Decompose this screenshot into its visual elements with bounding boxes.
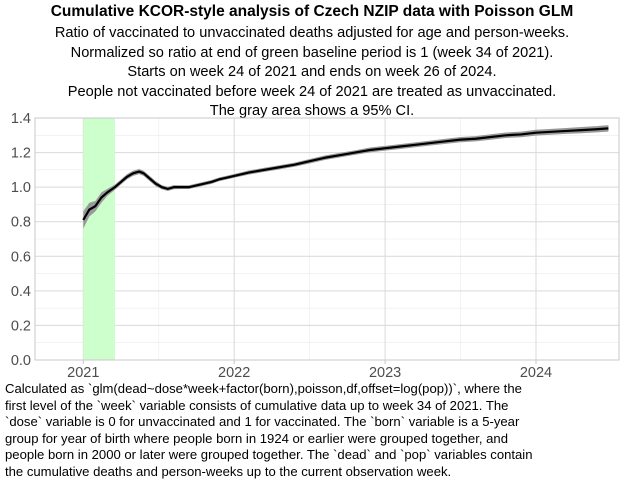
series-line — [82, 127, 609, 221]
plot-frame — [34, 117, 620, 361]
caption-line: `dose` variable is 0 for unvaccinated an… — [5, 414, 520, 430]
y-tick-label: 1.0 — [11, 180, 31, 196]
x-tick-label: 2022 — [218, 365, 250, 380]
chart-subtitle: Ratio of vaccinated to unvaccinated deat… — [0, 24, 624, 122]
baseline-period-rect — [83, 118, 115, 360]
subtitle-line: The gray area shows a 95% CI. — [209, 103, 415, 119]
caption-line: first level of the `week` variable consi… — [5, 397, 509, 413]
subtitle-line: People not vaccinated before week 24 of … — [67, 83, 557, 100]
y-tick-label: 0.2 — [11, 318, 31, 334]
line-chart: 0.00.20.40.60.81.01.21.4 2021 2022 2023 202… — [11, 111, 620, 380]
x-tick-label: 2024 — [520, 365, 552, 380]
y-tick-label: 1.4 — [11, 111, 31, 127]
y-tick-label: 1.2 — [11, 146, 31, 162]
grid — [35, 117, 619, 361]
subtitle-line: Starts on week 24 of 2021 and ends on we… — [127, 64, 497, 80]
subtitle-line: Ratio of vaccinated to unvaccinated deat… — [54, 25, 570, 41]
caption-line: group for year of birth where people bor… — [5, 430, 508, 446]
y-tick-label: 0.8 — [11, 215, 31, 231]
x-tick-label: 2023 — [369, 365, 401, 380]
y-tick-label: 0.4 — [11, 284, 31, 300]
chart-title: Cumulative KCOR-style analysis of Czech … — [50, 3, 574, 20]
chart-caption: Calculated as `glm(dead~dose*week+factor… — [5, 381, 619, 481]
ratio-line — [82, 127, 609, 221]
y-axis: 0.0 0.2 0.4 0.6 0.8 1.0 1.2 1.4 — [11, 111, 31, 369]
x-tick-label: 2021 — [67, 365, 99, 380]
x-axis: 2021 2022 2023 2024 — [67, 360, 552, 380]
ci-area — [83, 125, 609, 229]
y-tick-label: 0.6 — [11, 249, 31, 265]
caption-line: people born in 2000 or later were groupe… — [5, 447, 533, 463]
subtitle-line: Normalized so ratio at end of green base… — [70, 44, 554, 61]
y-tick-label: 0.0 — [11, 353, 31, 369]
baseline-period-band — [83, 118, 115, 360]
plot-border — [34, 117, 620, 361]
confidence-interval — [83, 125, 609, 229]
caption-line: the cumulative deaths and person-weeks u… — [5, 463, 452, 479]
caption-line: Calculated as `glm(dead~dose*week+factor… — [5, 381, 522, 396]
